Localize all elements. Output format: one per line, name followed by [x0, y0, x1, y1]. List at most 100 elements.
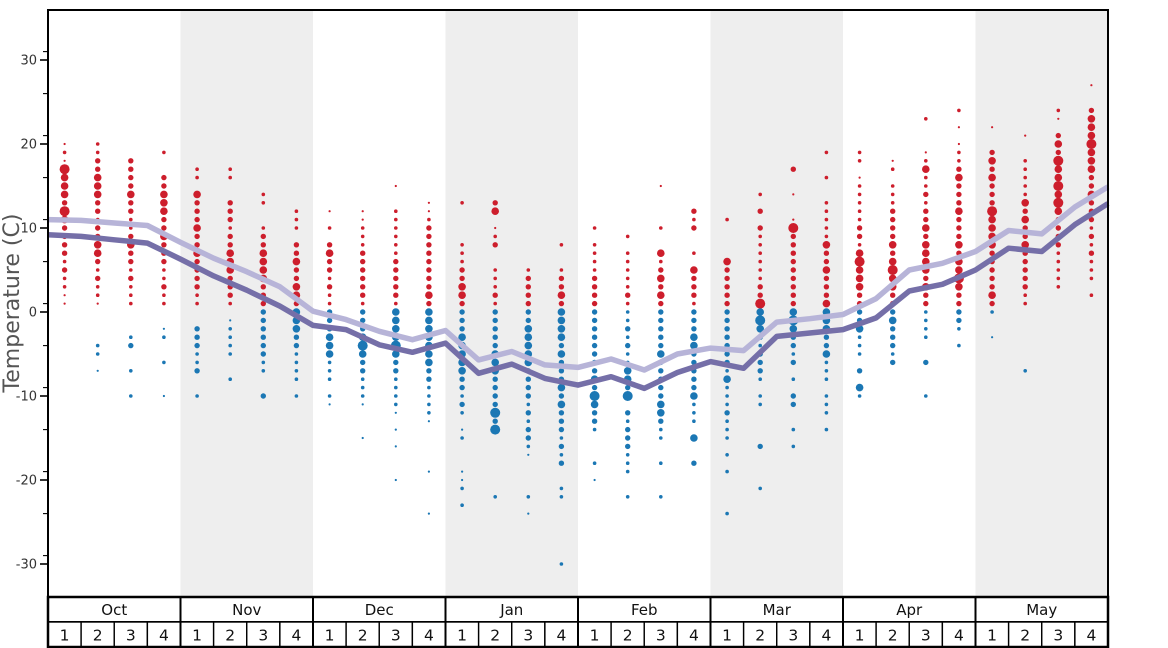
cold-temp-dot — [690, 341, 698, 350]
cold-temp-dot — [658, 342, 664, 349]
cold-temp-dot — [492, 401, 498, 408]
warm-temp-dot — [855, 249, 864, 257]
cold-temp-dot — [559, 495, 564, 499]
cold-temp-dot — [526, 402, 531, 407]
cold-temp-dot — [625, 495, 630, 499]
warm-temp-dot — [525, 300, 531, 307]
cold-temp-dot — [525, 426, 531, 433]
warm-temp-dot — [63, 302, 66, 305]
cold-temp-dot — [625, 384, 631, 391]
warm-temp-dot — [924, 175, 928, 180]
warm-temp-dot — [855, 274, 864, 283]
cold-temp-dot — [490, 424, 501, 435]
cold-temp-dot — [427, 470, 430, 473]
warm-temp-dot — [95, 166, 101, 172]
warm-temp-dot — [1086, 139, 1097, 149]
warm-temp-dot — [989, 149, 995, 156]
warm-temp-dot — [922, 165, 930, 173]
cold-temp-dot — [492, 342, 498, 349]
cold-temp-dot — [492, 334, 498, 340]
cold-temp-dot — [591, 351, 598, 357]
cold-temp-dot — [490, 407, 501, 418]
week-label-may-2: 2 — [1020, 627, 1030, 645]
cold-temp-dot — [658, 368, 664, 374]
warm-temp-dot — [327, 226, 332, 230]
cold-temp-dot — [325, 333, 334, 342]
cold-temp-dot — [425, 325, 433, 333]
week-label-mar-4: 4 — [822, 627, 832, 645]
warm-temp-dot — [890, 192, 895, 197]
cold-temp-dot — [260, 317, 266, 324]
cold-temp-dot — [459, 384, 465, 391]
warm-temp-dot — [1088, 200, 1095, 206]
week-label-apr-1: 1 — [855, 627, 865, 645]
cold-temp-dot — [824, 369, 829, 373]
warm-temp-dot — [459, 267, 465, 273]
cold-temp-dot — [692, 419, 696, 424]
warm-temp-dot — [989, 267, 995, 273]
warm-temp-dot — [790, 258, 796, 265]
cold-temp-dot — [458, 333, 466, 342]
week-label-mar-2: 2 — [755, 627, 765, 645]
cold-temp-dot — [525, 393, 531, 399]
cold-temp-dot — [460, 436, 464, 440]
warm-temp-dot — [989, 200, 995, 206]
warm-temp-dot — [1023, 175, 1027, 180]
warm-temp-dot — [657, 274, 665, 283]
warm-temp-dot — [691, 225, 697, 231]
week-label-dec-4: 4 — [424, 627, 434, 645]
warm-temp-dot — [658, 267, 664, 273]
warm-temp-dot — [691, 208, 697, 214]
cold-temp-dot — [591, 410, 598, 416]
warm-temp-dot — [328, 210, 331, 213]
warm-temp-dot — [757, 292, 763, 298]
cold-temp-dot — [657, 400, 665, 409]
cold-temp-dot — [692, 411, 696, 415]
week-label-jan-4: 4 — [557, 627, 567, 645]
week-label-mar-1: 1 — [722, 627, 732, 645]
warm-temp-dot — [129, 226, 133, 230]
cold-temp-dot — [461, 470, 464, 473]
cold-temp-dot — [195, 394, 199, 398]
cold-temp-dot — [725, 469, 729, 474]
cold-temp-dot — [659, 436, 663, 440]
shaded-month-bands — [180, 10, 1108, 597]
warm-temp-dot — [757, 225, 763, 231]
warm-temp-dot — [294, 217, 299, 222]
cold-temp-dot — [558, 410, 565, 416]
warm-temp-dot — [95, 293, 100, 298]
cold-temp-dot — [525, 384, 531, 391]
warm-temp-dot — [494, 226, 497, 230]
cold-temp-dot — [360, 309, 366, 315]
warm-temp-dot — [1023, 184, 1027, 188]
cold-temp-dot — [658, 334, 664, 340]
warm-temp-dot — [657, 249, 665, 257]
warm-temp-dot — [360, 226, 365, 230]
cold-temp-dot — [95, 352, 100, 356]
cold-temp-dot — [526, 444, 531, 449]
cold-temp-dot — [625, 342, 631, 349]
warm-temp-dot — [193, 190, 201, 199]
cold-temp-dot — [924, 335, 928, 340]
warm-temp-dot — [195, 301, 199, 306]
warm-temp-dot — [194, 216, 200, 223]
warm-temp-dot — [923, 191, 929, 198]
warm-temp-dot — [128, 250, 134, 256]
warm-temp-dot — [824, 150, 829, 155]
warm-temp-dot — [95, 225, 101, 231]
warm-temp-dot — [360, 301, 365, 306]
warm-temp-dot — [1054, 140, 1063, 148]
cold-temp-dot — [890, 359, 896, 366]
cold-temp-dot — [890, 342, 896, 349]
cold-temp-dot — [292, 325, 301, 333]
warm-temp-dot — [923, 208, 929, 214]
warm-temp-dot — [1089, 276, 1094, 281]
warm-temp-dot — [923, 233, 929, 240]
cold-temp-dot — [228, 343, 232, 348]
cold-temp-dot — [527, 512, 530, 515]
cold-temp-dot — [824, 427, 829, 432]
cold-temp-dot — [394, 394, 398, 398]
warm-temp-dot — [194, 275, 200, 282]
warm-temp-dot — [1089, 243, 1094, 247]
cold-temp-dot — [524, 341, 533, 350]
